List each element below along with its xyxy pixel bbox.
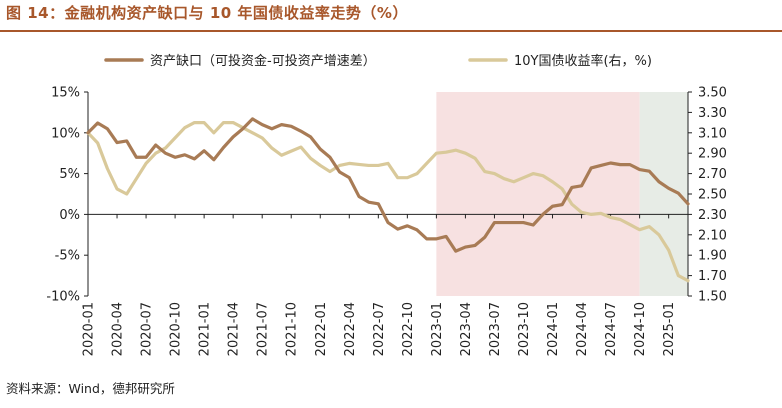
legend-label-2: 10Y国债收益率(右，%) xyxy=(514,53,652,69)
legend: 资产缺口（可投资金-可投资产增速差） 10Y国债收益率(右，%) xyxy=(104,53,652,69)
right-tick-label: 1.70 xyxy=(698,269,727,284)
x-tick-label: 2022-07 xyxy=(372,302,387,356)
shaded-region-1 xyxy=(436,92,640,296)
left-tick-label: -10% xyxy=(46,290,80,305)
right-tick-label: 3.50 xyxy=(698,86,727,101)
right-tick-label: 2.50 xyxy=(698,188,727,203)
left-tick-label: 15% xyxy=(51,86,80,101)
x-tick-label: 2020-01 xyxy=(82,302,97,356)
x-tick-label: 2020-04 xyxy=(111,302,126,356)
source-note: 资料来源：Wind，德邦研究所 xyxy=(6,381,175,396)
x-tick-label: 2023-04 xyxy=(459,302,474,356)
axes: 15% 10% 5% 0% -5% -10% 3.50 3.30 3.10 2.90 2.70 2.5… xyxy=(46,86,727,357)
x-tick-label: 2022-01 xyxy=(314,302,329,356)
x-tick-label: 2024-07 xyxy=(604,302,619,356)
x-tick-label: 2023-10 xyxy=(517,302,532,356)
left-tick-label: 10% xyxy=(51,126,80,141)
x-tick-label: 2021-04 xyxy=(227,302,242,356)
right-tick-label: 1.90 xyxy=(698,249,727,264)
x-tick-label: 2023-07 xyxy=(488,302,503,356)
series-lines xyxy=(86,117,690,283)
left-tick-label: -5% xyxy=(55,249,80,264)
figure-title: 图 14：金融机构资产缺口与 10 年国债收益率走势（%） xyxy=(6,4,408,22)
right-tick-label: 3.30 xyxy=(698,106,727,121)
right-tick-label: 2.30 xyxy=(698,208,727,223)
left-tick-label: 5% xyxy=(59,167,80,182)
right-tick-label: 2.90 xyxy=(698,147,727,162)
x-tick-label: 2025-01 xyxy=(662,302,677,356)
x-tick-label: 2021-10 xyxy=(285,302,300,356)
x-tick-label: 2022-10 xyxy=(401,302,416,356)
shaded-regions xyxy=(436,92,688,296)
right-tick-label: 3.10 xyxy=(698,126,727,141)
x-tick-label: 2024-01 xyxy=(546,302,561,356)
right-tick-label: 2.70 xyxy=(698,167,727,182)
x-tick-label: 2020-10 xyxy=(169,302,184,356)
x-tick-label: 2023-01 xyxy=(430,302,445,356)
x-tick-label: 2021-01 xyxy=(198,302,213,356)
right-tick-label: 2.10 xyxy=(698,228,727,243)
x-tick-label: 2024-10 xyxy=(633,302,648,356)
series-line-yield xyxy=(86,121,690,283)
series-line-asset-gap xyxy=(86,117,690,253)
x-tick-label: 2022-04 xyxy=(343,302,358,356)
left-tick-label: 0% xyxy=(59,208,80,223)
legend-label-1: 资产缺口（可投资金-可投资产增速差） xyxy=(150,53,376,69)
x-tick-label: 2021-07 xyxy=(256,302,271,356)
right-tick-label: 1.50 xyxy=(698,290,727,305)
x-tick-label: 2024-04 xyxy=(575,302,590,356)
x-tick-label: 2020-07 xyxy=(140,302,155,356)
title-divider xyxy=(0,30,782,32)
